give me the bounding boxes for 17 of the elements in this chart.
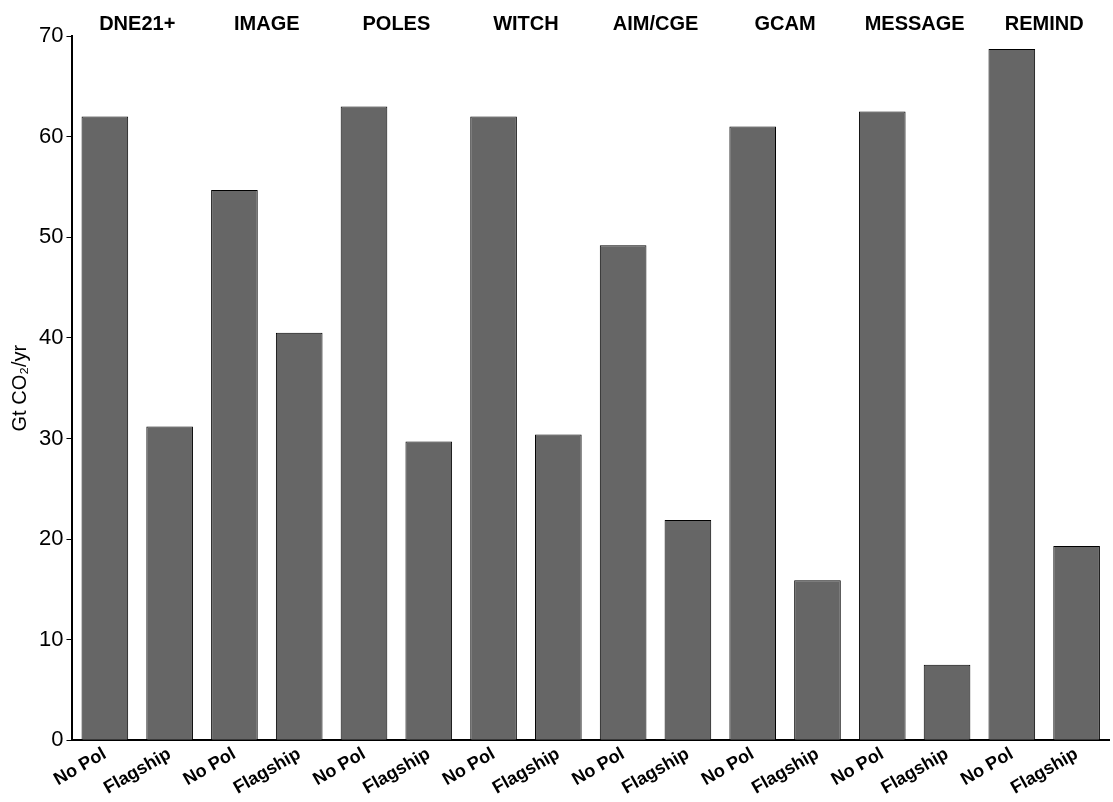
y-axis-title: Gt CO₂/yr [7, 344, 30, 432]
y-tick-label: 60 [38, 122, 64, 148]
y-tick-label: 70 [38, 22, 64, 48]
y-tick-label: 10 [38, 625, 64, 651]
y-tick-label: 30 [38, 424, 64, 450]
text: POLES [362, 11, 431, 34]
text: MESSAGE [864, 11, 965, 34]
text: AIM/CGE [612, 11, 699, 34]
y-tick-label: 0 [51, 726, 64, 752]
text: GCAM [754, 11, 816, 34]
text: IMAGE [234, 11, 300, 34]
text: WITCH [493, 11, 559, 34]
text: DNE21+ [99, 11, 176, 34]
text: REMIND [1004, 11, 1084, 34]
y-tick-label: 20 [38, 525, 64, 551]
y-tick-label: 50 [38, 223, 64, 249]
y-tick-label: 40 [38, 323, 64, 349]
